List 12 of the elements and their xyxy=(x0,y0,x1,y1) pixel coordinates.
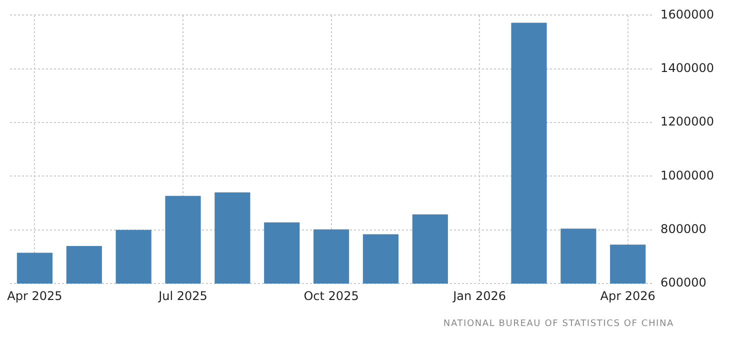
x-tick-label: Jul 2025 xyxy=(158,288,208,303)
y-tick-label: 1400000 xyxy=(660,61,714,76)
x-tick-label: Jan 2026 xyxy=(452,288,506,303)
y-tick-label: 1600000 xyxy=(660,7,714,22)
x-tick-label: Oct 2025 xyxy=(304,288,359,303)
y-tick-label: 1200000 xyxy=(660,114,714,129)
y-tick-label: 1000000 xyxy=(660,168,714,182)
text: NATIONAL BUREAU OF STATISTICS OF CHINA xyxy=(443,319,674,329)
y-tick-label: 800000 xyxy=(660,222,706,236)
x-tick-label: Apr 2025 xyxy=(7,288,62,303)
y-tick-label: 600000 xyxy=(660,276,706,290)
x-tick-label: Apr 2026 xyxy=(600,288,656,303)
